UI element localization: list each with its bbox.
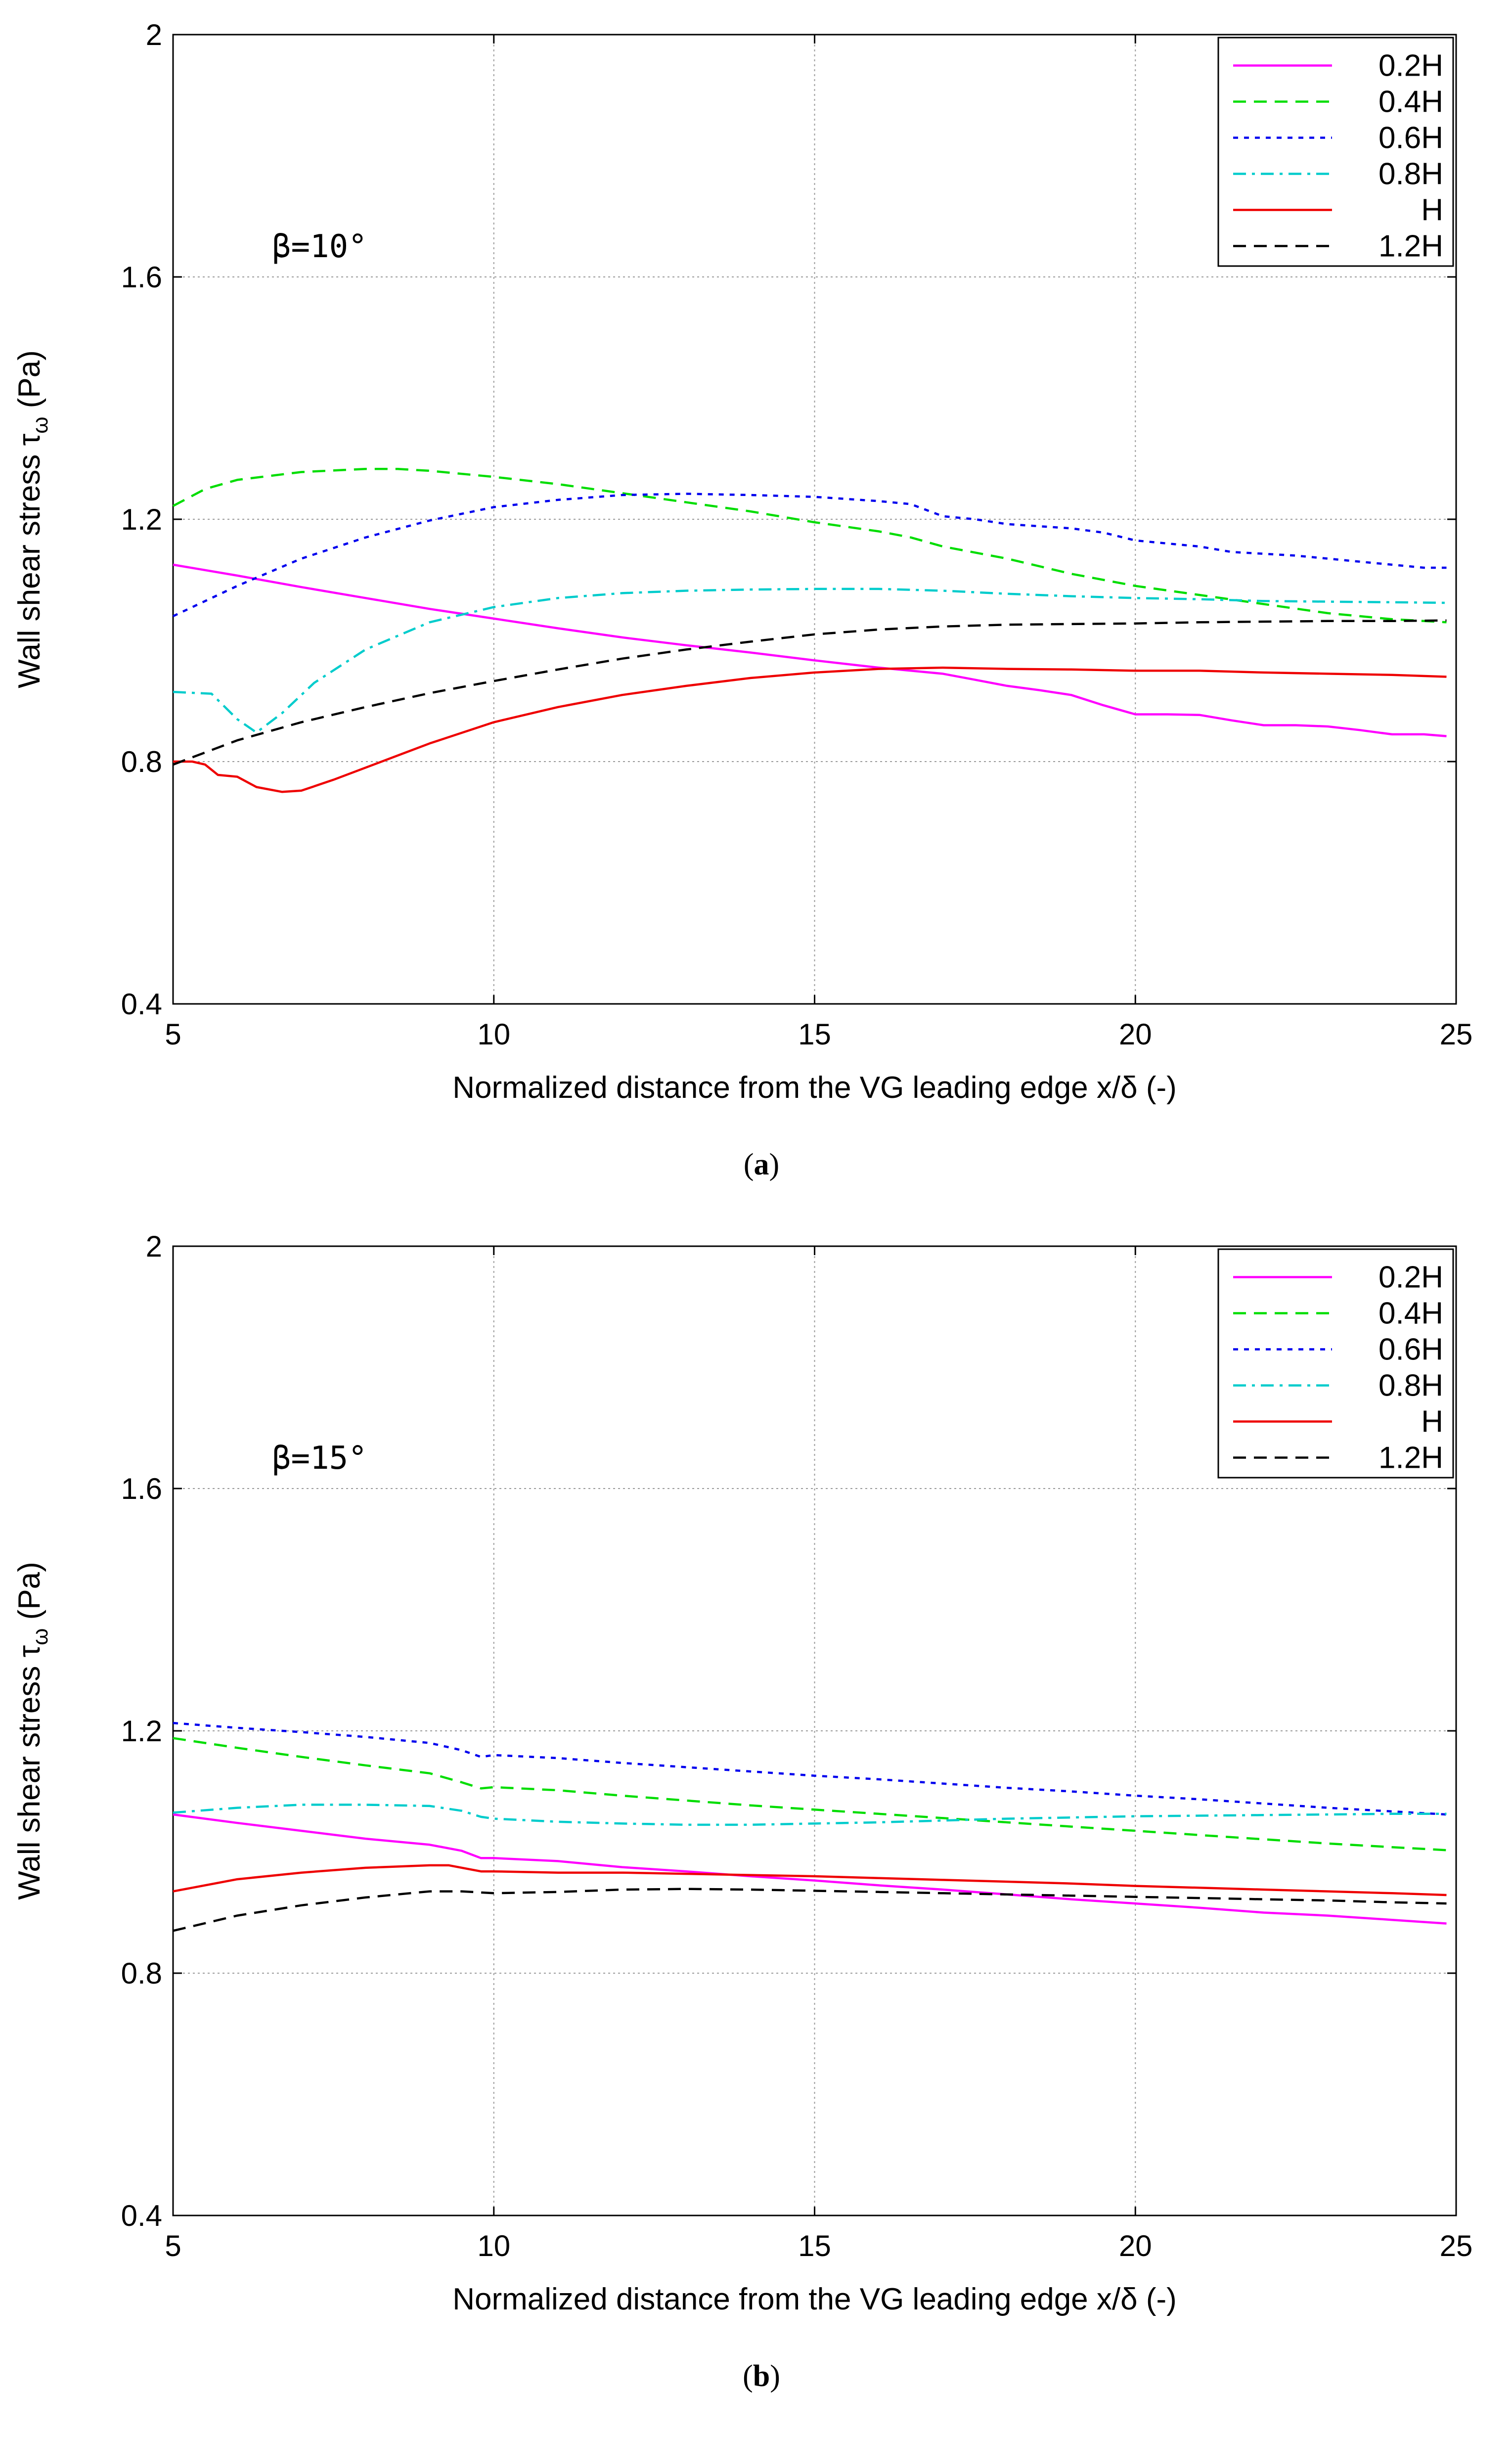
y-axis-label-subscript: ω bbox=[28, 417, 52, 434]
x-tick-label: 10 bbox=[477, 1018, 510, 1051]
y-axis-label-main: Wall shear stress τ bbox=[12, 1645, 46, 1900]
x-tick-label: 10 bbox=[477, 2229, 510, 2262]
y-tick-label: 1.2 bbox=[121, 1715, 162, 1748]
series-lines bbox=[172, 468, 1447, 793]
legend-label: 1.2H bbox=[1379, 229, 1443, 264]
x-axis-label: Normalized distance from the VG leading … bbox=[452, 2282, 1177, 2316]
axis-ticks: 5 10 15 20 25 0.4 0.8 1.2 1.6 2 bbox=[121, 1230, 1473, 2262]
legend-box bbox=[1217, 37, 1454, 267]
x-tick-label: 25 bbox=[1440, 2229, 1473, 2262]
y-axis-label: Wall shear stress τω (Pa) bbox=[12, 1562, 52, 1900]
axis-ticks: 5 10 15 20 25 0.4 0.8 1.2 1.6 2 bbox=[121, 18, 1473, 1051]
series-line-0-6H bbox=[173, 1721, 1447, 1816]
y-tick-label: 0.4 bbox=[121, 2199, 162, 2232]
caption-letter: b bbox=[753, 2359, 770, 2393]
y-tick-label: 0.8 bbox=[121, 1957, 162, 1990]
panel-caption-a: (a) bbox=[744, 1148, 779, 1181]
y-tick-label: 2 bbox=[146, 18, 162, 51]
legend-label: 0.2H bbox=[1379, 1261, 1443, 1295]
y-axis-label: Wall shear stress τω (Pa) bbox=[12, 350, 52, 688]
x-tick-label: 15 bbox=[798, 1018, 831, 1051]
series-line-0-8H bbox=[173, 587, 1447, 734]
legend-label: 0.6H bbox=[1379, 121, 1443, 155]
y-tick-label: 0.8 bbox=[121, 745, 162, 778]
panel-caption-b: (b) bbox=[743, 2359, 780, 2393]
caption-close-paren: ) bbox=[770, 2359, 780, 2393]
legend-label: 0.8H bbox=[1379, 157, 1443, 191]
legend-label: H bbox=[1421, 1405, 1443, 1439]
beta-annotation: β=15° bbox=[272, 1440, 367, 1477]
caption-letter: a bbox=[754, 1148, 769, 1181]
y-axis-label-unit: (Pa) bbox=[12, 1562, 46, 1628]
chart-panel-b: 5 10 15 20 25 0.4 0.8 1.2 1.6 2 0.2H0.4H0.6H0.8HH… bbox=[12, 1230, 1472, 2393]
series-line-H bbox=[173, 666, 1447, 793]
series-line-0-4H bbox=[172, 468, 1447, 624]
x-axis-label: Normalized distance from the VG leading … bbox=[452, 1071, 1177, 1105]
caption-close-paren: ) bbox=[769, 1148, 780, 1181]
series-line-0-6H bbox=[173, 493, 1447, 618]
caption-open-paren: ( bbox=[743, 2359, 753, 2393]
y-tick-label: 1.6 bbox=[121, 1472, 162, 1505]
legend-label: 0.6H bbox=[1379, 1333, 1443, 1367]
chart-panel-a: 5 10 15 20 25 0.4 0.8 1.2 1.6 2 0.2H0.4H0.6H0.8HH… bbox=[12, 18, 1472, 1181]
legend-label: 0.4H bbox=[1379, 85, 1443, 119]
series-line-0-4H bbox=[173, 1737, 1447, 1852]
x-tick-label: 20 bbox=[1119, 2229, 1152, 2262]
legend-label: 0.2H bbox=[1379, 49, 1443, 83]
legend-label: 1.2H bbox=[1379, 1441, 1443, 1475]
series-line-0-2H bbox=[173, 1813, 1447, 1925]
y-axis-label-main: Wall shear stress τ bbox=[12, 434, 46, 688]
y-tick-label: 2 bbox=[146, 1230, 162, 1263]
y-axis-label-subscript: ω bbox=[28, 1628, 52, 1645]
legend-label: 0.8H bbox=[1379, 1369, 1443, 1403]
legend-label: 0.4H bbox=[1379, 1297, 1443, 1331]
grid-lines bbox=[173, 1246, 1456, 2215]
x-tick-label: 5 bbox=[165, 1018, 181, 1051]
series-line-H bbox=[173, 1864, 1447, 1897]
series-line-1-2H bbox=[173, 1888, 1447, 1932]
grid-lines bbox=[173, 35, 1456, 1004]
caption-open-paren: ( bbox=[744, 1148, 754, 1181]
y-axis-label-unit: (Pa) bbox=[12, 350, 46, 416]
beta-annotation: β=10° bbox=[272, 228, 367, 265]
x-tick-label: 20 bbox=[1119, 1018, 1152, 1051]
x-tick-label: 5 bbox=[165, 2229, 181, 2262]
y-tick-label: 1.6 bbox=[121, 261, 162, 294]
x-tick-label: 25 bbox=[1440, 1018, 1473, 1051]
y-tick-label: 1.2 bbox=[121, 503, 162, 536]
series-line-1-2H bbox=[173, 619, 1447, 766]
y-tick-label: 0.4 bbox=[121, 988, 162, 1021]
legend-label: H bbox=[1421, 193, 1443, 227]
x-tick-label: 15 bbox=[798, 2229, 831, 2262]
series-line-0-2H bbox=[173, 563, 1447, 737]
legend-box bbox=[1217, 1248, 1454, 1479]
series-lines bbox=[173, 1721, 1447, 1932]
